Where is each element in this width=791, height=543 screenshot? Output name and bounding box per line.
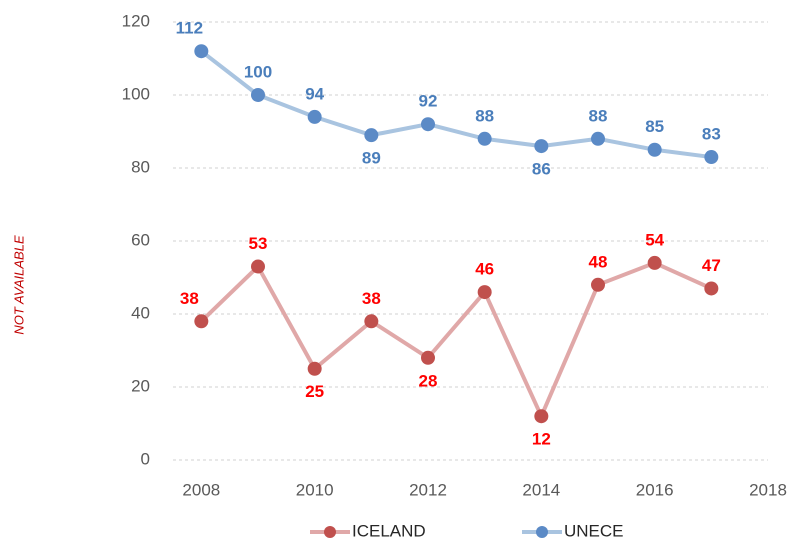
data-point (647, 255, 662, 270)
data-point (704, 150, 719, 165)
y-axis-label: NOT AVAILABLE (11, 235, 26, 335)
data-label: 86 (532, 160, 551, 179)
data-label: 47 (702, 256, 721, 275)
data-point (704, 281, 719, 296)
data-point (534, 409, 549, 424)
data-label: 94 (305, 84, 324, 103)
data-point (194, 314, 209, 329)
data-point (647, 142, 662, 157)
data-point (364, 128, 379, 143)
data-point (421, 350, 435, 365)
x-tick-label: 2018 (749, 480, 787, 499)
data-label: 54 (645, 230, 664, 249)
data-point (194, 44, 209, 59)
data-label: 38 (180, 289, 199, 308)
data-point (591, 277, 605, 292)
legend-label: ICELAND (352, 521, 426, 540)
data-label: 92 (419, 92, 438, 111)
data-label: 83 (702, 125, 721, 144)
y-tick-label: 60 (131, 230, 150, 249)
data-label: 85 (645, 117, 664, 136)
x-tick-label: 2010 (296, 480, 334, 499)
data-point (251, 88, 265, 102)
data-point (591, 131, 605, 146)
x-tick-label: 2014 (522, 480, 560, 499)
data-label: 28 (419, 371, 438, 390)
data-label: 53 (249, 234, 268, 253)
data-point (307, 109, 322, 124)
y-tick-label: 120 (122, 11, 150, 30)
legend-swatch-marker (536, 526, 548, 538)
y-tick-label: 0 (141, 449, 150, 468)
data-point (364, 314, 379, 329)
data-label: 48 (589, 252, 608, 271)
data-point (307, 361, 322, 376)
data-label: 25 (305, 382, 324, 401)
series-line (200, 49, 712, 160)
x-tick-label: 2016 (636, 480, 674, 499)
data-label: 46 (475, 260, 494, 279)
data-point (421, 117, 435, 132)
data-label: 88 (475, 106, 494, 125)
legend-label: UNECE (564, 521, 624, 540)
y-tick-label: 40 (131, 303, 150, 322)
legend-item: ICELAND (310, 521, 426, 540)
data-point (477, 285, 492, 300)
y-tick-label: 80 (131, 157, 150, 176)
data-label: 88 (589, 106, 608, 125)
legend-item: UNECE (522, 521, 624, 540)
data-label: 12 (532, 430, 551, 449)
series-line (199, 260, 713, 422)
y-tick-label: 100 (122, 84, 150, 103)
data-point (251, 259, 265, 274)
data-label: 38 (362, 289, 381, 308)
y-tick-label: 20 (131, 376, 150, 395)
x-tick-label: 2012 (409, 480, 447, 499)
data-label: 100 (244, 62, 272, 81)
legend-swatch-marker (324, 526, 336, 538)
x-tick-label: 2008 (182, 480, 220, 499)
data-label: 89 (362, 149, 381, 168)
data-point (534, 139, 549, 154)
data-point (477, 131, 492, 146)
data-label: 112 (176, 19, 203, 38)
